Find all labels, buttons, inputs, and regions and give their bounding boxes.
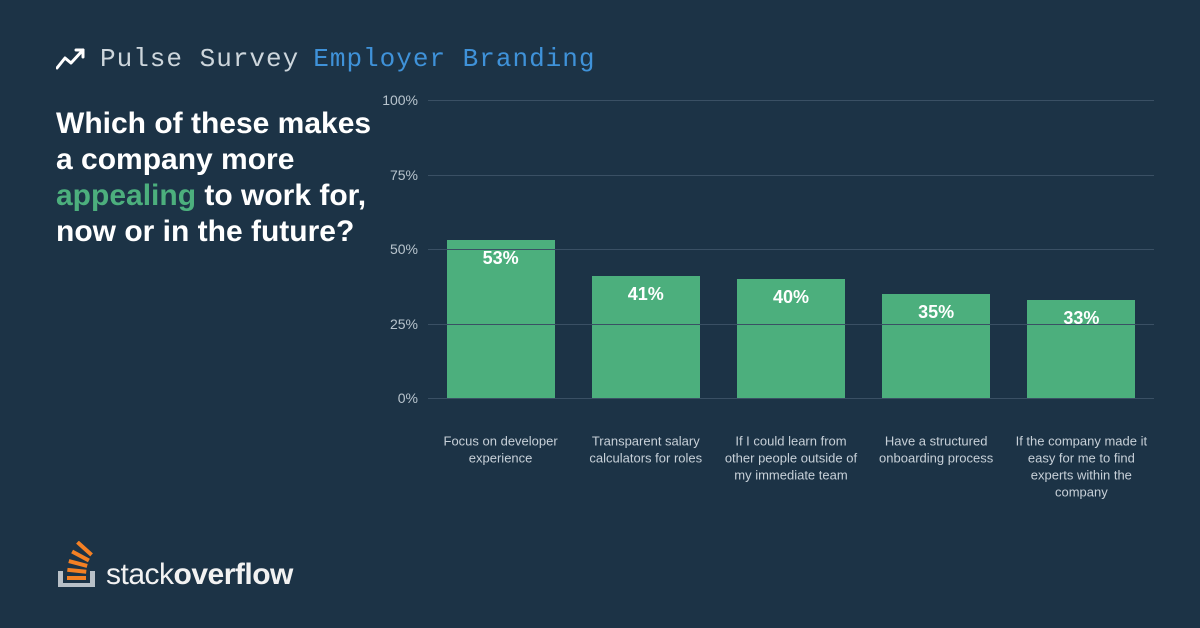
chart-gridline: [428, 324, 1154, 325]
chart-ytick: 75%: [370, 167, 418, 183]
stackoverflow-icon: [56, 541, 98, 592]
header-label-primary: Pulse Survey: [100, 44, 299, 74]
chart-bar: 35%: [882, 294, 990, 398]
chart-bar-value: 41%: [592, 284, 700, 305]
logo-text-light: stack: [106, 558, 174, 591]
chart-bar-value: 40%: [737, 287, 845, 308]
survey-header: Pulse Survey Employer Branding: [56, 44, 595, 74]
chart-x-label: If I could learn from other people outsi…: [721, 424, 861, 502]
header-label-secondary: Employer Branding: [313, 44, 595, 74]
chart-x-label: Transparent salary calculators for roles: [576, 424, 716, 502]
chart-gridline: [428, 100, 1154, 101]
chart-bar-value: 53%: [447, 248, 555, 269]
chart-x-label: If the company made it easy for me to fi…: [1011, 424, 1151, 502]
question-pre: Which of these makes a company more: [56, 107, 371, 176]
chart-bar-value: 35%: [882, 302, 990, 323]
chart-plot-area: 53% 41% 40% 35% 33%: [428, 100, 1154, 398]
chart-x-labels: Focus on developer experienceTransparent…: [428, 424, 1154, 502]
chart-ytick: 50%: [370, 241, 418, 257]
chart-x-label: Focus on developer experience: [431, 424, 571, 502]
chart-bar: 41%: [592, 276, 700, 398]
chart-bar: 53%: [447, 240, 555, 398]
survey-question: Which of these makes a company more appe…: [56, 106, 386, 250]
chart-bar-value: 33%: [1027, 308, 1135, 329]
chart-ytick: 25%: [370, 316, 418, 332]
chart-bar: 40%: [737, 279, 845, 398]
chart-gridline: [428, 398, 1154, 399]
chart-bar: 33%: [1027, 300, 1135, 398]
chart-x-label: Have a structured onboarding process: [866, 424, 1006, 502]
trend-up-icon: [56, 48, 86, 70]
chart-ytick: 0%: [370, 390, 418, 406]
logo-text-bold: overflow: [174, 558, 293, 591]
stackoverflow-logo: stackoverflow: [56, 541, 293, 592]
chart-gridline: [428, 249, 1154, 250]
chart-ytick: 100%: [370, 92, 418, 108]
question-highlight: appealing: [56, 179, 196, 212]
logo-text: stackoverflow: [106, 558, 293, 592]
chart-gridline: [428, 175, 1154, 176]
bar-chart: 53%41%40%35%33% 0%25%50%75%100% Focus on…: [370, 100, 1154, 420]
